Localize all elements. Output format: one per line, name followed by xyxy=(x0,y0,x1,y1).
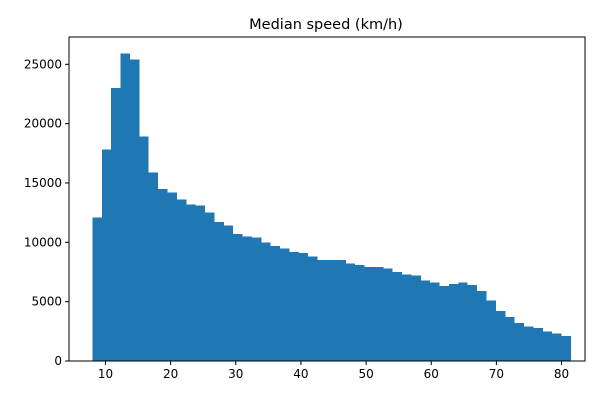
histogram-bar xyxy=(223,225,234,361)
histogram-bar xyxy=(251,237,262,361)
histogram-bar xyxy=(233,234,243,361)
histogram-bar xyxy=(205,212,215,361)
histogram-bar xyxy=(242,236,252,361)
x-tick-label: 10 xyxy=(98,367,113,381)
histogram-bar xyxy=(458,282,468,361)
x-tick-label: 20 xyxy=(163,367,178,381)
histogram-bar xyxy=(430,282,440,361)
histogram-bar xyxy=(561,336,571,361)
histogram-bar xyxy=(495,311,506,361)
histogram-bar xyxy=(477,290,487,361)
histogram-bar xyxy=(214,222,224,361)
histogram-bar xyxy=(542,331,553,361)
histogram-bar xyxy=(158,188,168,361)
histogram-bar xyxy=(176,199,187,361)
x-axis: 10 20 30 40 50 60 70 80 xyxy=(98,361,569,381)
histogram-bar xyxy=(467,285,478,361)
bars-group xyxy=(92,53,571,362)
axes-frame xyxy=(68,36,586,362)
histogram-bar xyxy=(308,256,318,361)
histogram-bar xyxy=(92,217,102,361)
x-tick-label: 60 xyxy=(424,367,439,381)
x-tick-label: 80 xyxy=(554,367,569,381)
histogram-bar xyxy=(167,192,177,361)
y-tick-label: 20000 xyxy=(24,117,62,131)
histogram-bar xyxy=(148,172,159,361)
histogram-bar xyxy=(120,53,130,361)
histogram-bar xyxy=(524,326,534,361)
histogram-bar xyxy=(129,59,140,362)
histogram-bar xyxy=(139,136,149,361)
histogram-bar xyxy=(514,323,525,361)
x-tick-label: 30 xyxy=(228,367,243,381)
y-tick-label: 10000 xyxy=(24,235,62,249)
histogram-bar xyxy=(505,317,515,361)
histogram-bar xyxy=(552,333,562,361)
y-tick-label: 15000 xyxy=(24,176,62,190)
y-axis: 0 5000 10000 15000 20000 25000 xyxy=(24,57,69,368)
y-tick-label: 5000 xyxy=(31,295,62,309)
histogram-bar xyxy=(373,267,384,361)
histogram-bar xyxy=(101,149,112,361)
histogram-bar xyxy=(289,251,299,361)
histogram-bar xyxy=(327,260,337,361)
histogram-bar xyxy=(420,280,431,361)
x-tick-label: 70 xyxy=(489,367,504,381)
histogram-bar xyxy=(533,327,543,361)
histogram-bar xyxy=(270,245,281,361)
histogram-bar xyxy=(411,275,421,361)
histogram-bar xyxy=(345,263,356,361)
histogram-bar xyxy=(392,271,403,361)
histogram-bar xyxy=(195,205,206,361)
y-tick-label: 25000 xyxy=(24,57,62,71)
histogram-bar xyxy=(298,253,309,361)
histogram-bar xyxy=(261,242,271,361)
histogram-bar xyxy=(111,88,121,362)
histogram-bar xyxy=(383,268,393,361)
chart-title: Median speed (km/h) xyxy=(249,17,403,33)
histogram-bar xyxy=(355,264,365,361)
histogram-bar xyxy=(186,204,196,361)
y-tick-label: 0 xyxy=(54,354,62,368)
histogram-bar xyxy=(448,283,459,361)
histogram-bar xyxy=(336,260,346,361)
x-tick-label: 50 xyxy=(358,367,373,381)
x-tick-label: 40 xyxy=(293,367,308,381)
histogram-bar xyxy=(364,267,374,361)
histogram-bar xyxy=(402,274,412,361)
histogram-bar xyxy=(280,248,290,361)
histogram-bar xyxy=(317,260,327,361)
histogram-bar xyxy=(439,286,449,361)
histogram-bar xyxy=(486,300,496,361)
